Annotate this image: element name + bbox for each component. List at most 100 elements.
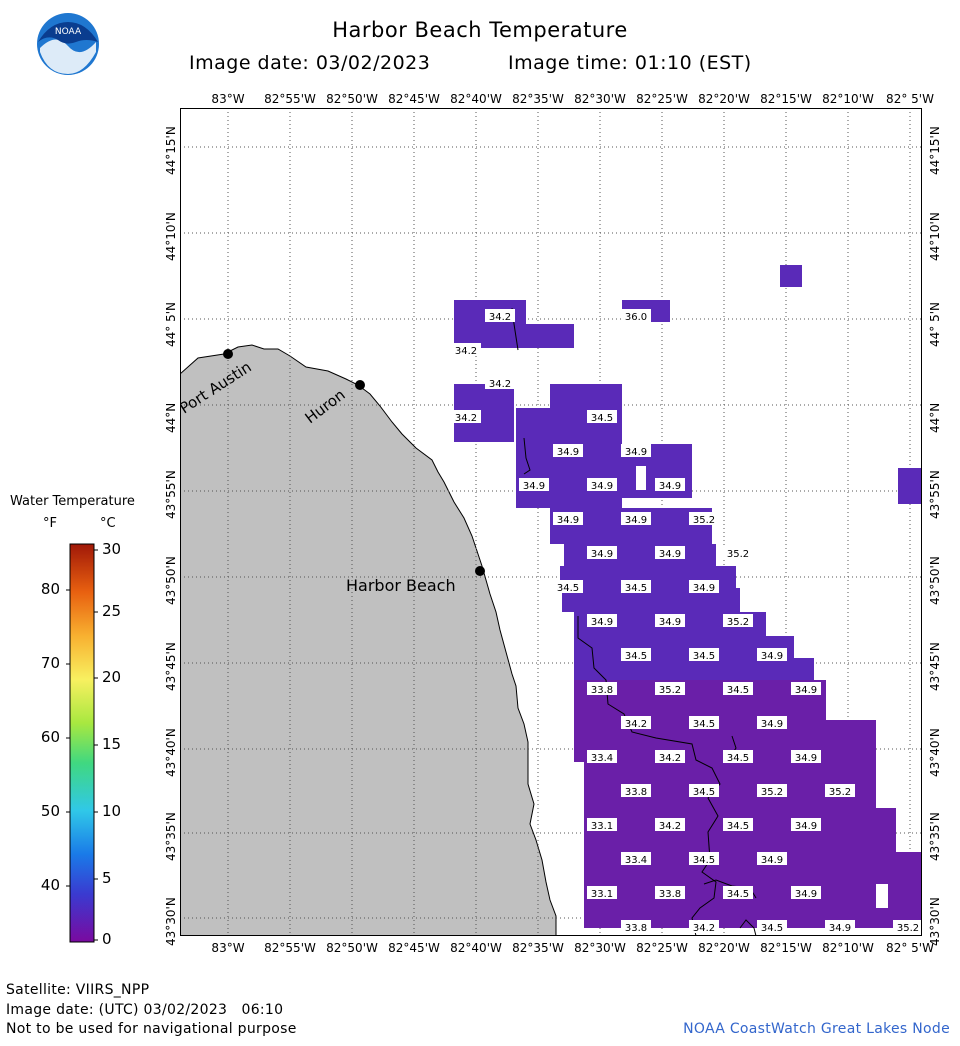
- svg-text:34.9: 34.9: [795, 685, 817, 696]
- image-time: Image time: 01:10 (EST): [508, 52, 752, 74]
- latitude-label: 44° 5'N: [164, 302, 178, 347]
- temperature-label: 34.9: [519, 478, 549, 492]
- temperature-label: 34.5: [689, 852, 719, 866]
- temperature-label: 34.2: [451, 343, 481, 357]
- legend-f-tick: 50: [40, 802, 60, 820]
- latitude-label: 43°40'N: [164, 728, 178, 777]
- latitude-label: 43°50'N: [928, 556, 942, 605]
- svg-text:34.5: 34.5: [693, 787, 715, 798]
- land-thumb-peninsula: [180, 344, 557, 936]
- credit-link[interactable]: NOAA CoastWatch Great Lakes Node: [683, 1021, 950, 1037]
- longitude-label: 83°W: [211, 941, 245, 955]
- svg-text:34.9: 34.9: [761, 651, 783, 662]
- temperature-label: 34.2: [655, 750, 685, 764]
- temperature-label: 34.9: [655, 614, 685, 628]
- harbor-beach-marker: [475, 566, 485, 576]
- water-cell: [454, 300, 526, 348]
- temperature-label: 34.5: [689, 716, 719, 730]
- svg-text:35.2: 35.2: [829, 787, 851, 798]
- svg-text:34.5: 34.5: [693, 855, 715, 866]
- svg-text:35.2: 35.2: [727, 617, 749, 628]
- legend-f-tick: 60: [40, 728, 60, 746]
- legend-c-tick: 30: [102, 540, 122, 558]
- longitude-label: 82°30'W: [574, 92, 626, 106]
- temperature-label: 35.2: [757, 784, 787, 798]
- svg-text:35.2: 35.2: [659, 685, 681, 696]
- longitude-label: 82°45'W: [388, 92, 440, 106]
- longitude-label: 82°55'W: [264, 941, 316, 955]
- temperature-label: 34.5: [723, 886, 753, 900]
- svg-text:34.5: 34.5: [761, 923, 783, 934]
- svg-text:34.9: 34.9: [557, 447, 579, 458]
- longitude-label: 82°10'W: [822, 92, 874, 106]
- svg-text:34.9: 34.9: [659, 617, 681, 628]
- temperature-labels: 34.2 34.2 36.0 34.2 34.2 34.5 34.9 34.9 34.9 34.9…: [451, 309, 922, 934]
- svg-text:34.9: 34.9: [523, 481, 545, 492]
- legend-colorbar: [66, 543, 98, 943]
- longitude-label: 82°30'W: [574, 941, 626, 955]
- latitude-label: 43°55'N: [928, 470, 942, 519]
- temperature-label: 34.9: [791, 818, 821, 832]
- svg-text:36.0: 36.0: [625, 312, 647, 323]
- svg-text:33.4: 33.4: [625, 855, 647, 866]
- water-cell: [574, 658, 814, 680]
- svg-text:34.2: 34.2: [659, 753, 681, 764]
- latitude-label: 43°35'N: [164, 812, 178, 861]
- svg-text:34.5: 34.5: [625, 651, 647, 662]
- temperature-label: 34.9: [757, 648, 787, 662]
- svg-text:34.9: 34.9: [795, 821, 817, 832]
- longitude-label: 82° 5'W: [886, 92, 934, 106]
- temperature-label: 34.9: [587, 546, 617, 560]
- latitude-label: 43°35'N: [928, 812, 942, 861]
- temperature-label: 34.9: [791, 682, 821, 696]
- legend-f-tick: 40: [40, 876, 60, 894]
- svg-text:33.8: 33.8: [591, 685, 613, 696]
- legend-unit-c: °C: [100, 516, 116, 531]
- svg-text:35.2: 35.2: [693, 515, 715, 526]
- temperature-label: 34.5: [757, 920, 787, 934]
- latitude-label: 44°15'N: [928, 126, 942, 175]
- latitude-label: 44°15'N: [164, 126, 178, 175]
- longitude-label: 82°40'W: [450, 941, 502, 955]
- svg-text:34.9: 34.9: [795, 889, 817, 900]
- no-data-gap: [636, 466, 646, 490]
- svg-text:34.9: 34.9: [659, 549, 681, 560]
- legend-c-tick: 5: [102, 869, 112, 887]
- longitude-label: 82°10'W: [822, 941, 874, 955]
- latitude-label: 43°55'N: [164, 470, 178, 519]
- port-austin-marker: [223, 349, 233, 359]
- svg-text:34.2: 34.2: [693, 923, 715, 934]
- temperature-label: 35.2: [655, 682, 685, 696]
- temperature-label: 34.9: [655, 478, 685, 492]
- map-frame: [180, 108, 922, 936]
- temperature-label: 34.9: [757, 852, 787, 866]
- temperature-label: 34.5: [689, 648, 719, 662]
- svg-text:34.2: 34.2: [659, 821, 681, 832]
- svg-text:34.9: 34.9: [557, 515, 579, 526]
- temperature-label: 33.8: [655, 886, 685, 900]
- latitude-label: 44°N: [928, 402, 942, 433]
- svg-text:33.1: 33.1: [591, 889, 613, 900]
- temperature-label: 34.2: [485, 376, 515, 390]
- temperature-map: 34.2 34.2 36.0 34.2 34.2 34.5 34.9 34.9 34.9 34.9…: [180, 108, 922, 936]
- longitude-label: 82°15'W: [760, 941, 812, 955]
- temperature-label: 35.2: [825, 784, 855, 798]
- temperature-label: 34.5: [723, 750, 753, 764]
- longitude-label: 82°20'W: [698, 941, 750, 955]
- temperature-label: 33.8: [621, 784, 651, 798]
- temperature-label: 34.9: [621, 444, 651, 458]
- svg-text:34.5: 34.5: [693, 719, 715, 730]
- legend-c-tick: 25: [102, 602, 122, 620]
- svg-text:34.9: 34.9: [659, 481, 681, 492]
- svg-text:34.2: 34.2: [625, 719, 647, 730]
- temperature-label: 35.2: [723, 614, 753, 628]
- legend-c-tick: 10: [102, 802, 122, 820]
- svg-text:34.5: 34.5: [557, 583, 579, 594]
- svg-text:35.2: 35.2: [727, 549, 749, 560]
- svg-text:35.2: 35.2: [897, 923, 919, 934]
- svg-text:34.9: 34.9: [625, 515, 647, 526]
- svg-text:34.9: 34.9: [625, 447, 647, 458]
- temperature-label: 34.2: [655, 818, 685, 832]
- temperature-label: 34.5: [621, 580, 651, 594]
- temperature-label: 33.8: [621, 920, 651, 934]
